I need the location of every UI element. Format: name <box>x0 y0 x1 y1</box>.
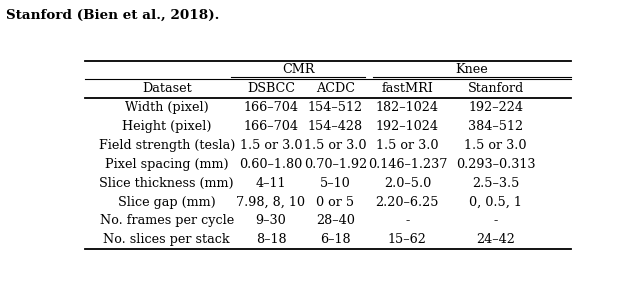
Text: 28–40: 28–40 <box>316 214 355 227</box>
Text: 166–704: 166–704 <box>243 120 298 133</box>
Text: 2.0–5.0: 2.0–5.0 <box>384 177 431 190</box>
Text: 2.5–3.5: 2.5–3.5 <box>472 177 519 190</box>
Text: -: - <box>493 214 498 227</box>
Text: 0.146–1.237: 0.146–1.237 <box>367 158 447 171</box>
Text: Stanford: Stanford <box>468 82 524 95</box>
Text: Width (pixel): Width (pixel) <box>125 101 209 114</box>
Text: 15–62: 15–62 <box>388 233 427 246</box>
Text: DSBCC: DSBCC <box>247 82 295 95</box>
Text: Field strength (tesla): Field strength (tesla) <box>99 139 235 152</box>
Text: 166–704: 166–704 <box>243 101 298 114</box>
Text: 1.5 or 3.0: 1.5 or 3.0 <box>465 139 527 152</box>
Text: CMR: CMR <box>282 64 314 76</box>
Text: No. slices per stack: No. slices per stack <box>104 233 230 246</box>
Text: 5–10: 5–10 <box>320 177 351 190</box>
Text: 192–224: 192–224 <box>468 101 523 114</box>
Text: 6–18: 6–18 <box>320 233 351 246</box>
Text: 1.5 or 3.0: 1.5 or 3.0 <box>376 139 438 152</box>
Text: 8–18: 8–18 <box>255 233 286 246</box>
Text: Pixel spacing (mm): Pixel spacing (mm) <box>105 158 228 171</box>
Text: 182–1024: 182–1024 <box>376 101 439 114</box>
Text: 4–11: 4–11 <box>256 177 286 190</box>
Text: 0.60–1.80: 0.60–1.80 <box>239 158 303 171</box>
Text: 24–42: 24–42 <box>476 233 515 246</box>
Text: 1.5 or 3.0: 1.5 or 3.0 <box>304 139 367 152</box>
Text: 0.70–1.92: 0.70–1.92 <box>304 158 367 171</box>
Text: 154–428: 154–428 <box>308 120 363 133</box>
Text: Height (pixel): Height (pixel) <box>122 120 212 133</box>
Text: 0, 0.5, 1: 0, 0.5, 1 <box>469 196 522 209</box>
Text: ACDC: ACDC <box>316 82 355 95</box>
Text: 2.20–6.25: 2.20–6.25 <box>376 196 439 209</box>
Text: 154–512: 154–512 <box>308 101 363 114</box>
Text: fastMRI: fastMRI <box>381 82 433 95</box>
Text: Slice gap (mm): Slice gap (mm) <box>118 196 216 209</box>
Text: Slice thickness (mm): Slice thickness (mm) <box>99 177 234 190</box>
Text: -: - <box>405 214 410 227</box>
Text: 9–30: 9–30 <box>255 214 286 227</box>
Text: 0.293–0.313: 0.293–0.313 <box>456 158 536 171</box>
Text: 7.98, 8, 10: 7.98, 8, 10 <box>236 196 305 209</box>
Text: 0 or 5: 0 or 5 <box>316 196 355 209</box>
Text: 384–512: 384–512 <box>468 120 524 133</box>
Text: Knee: Knee <box>456 64 488 76</box>
Text: Stanford (Bien et al., 2018).: Stanford (Bien et al., 2018). <box>6 9 220 22</box>
Text: 1.5 or 3.0: 1.5 or 3.0 <box>240 139 302 152</box>
Text: No. frames per cycle: No. frames per cycle <box>100 214 234 227</box>
Text: 192–1024: 192–1024 <box>376 120 439 133</box>
Text: Dataset: Dataset <box>142 82 191 95</box>
